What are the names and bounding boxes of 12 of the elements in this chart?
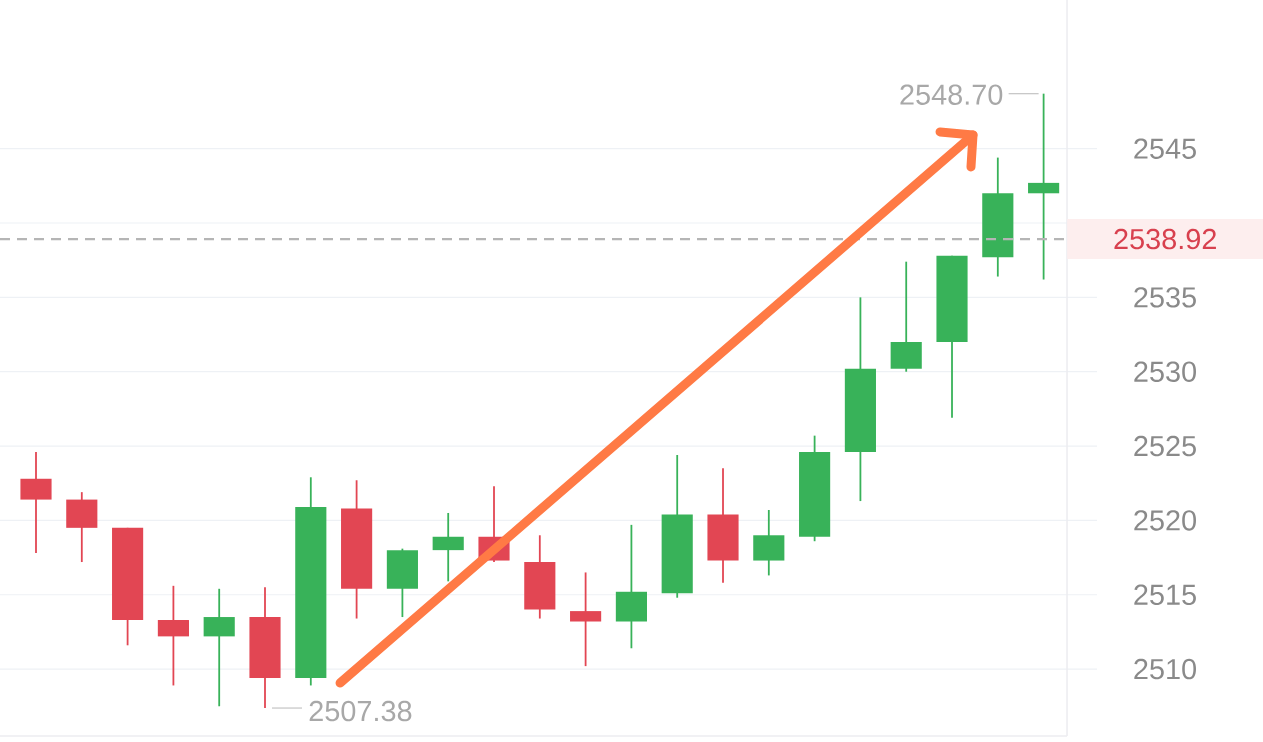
y-tick-label: 2525 xyxy=(1134,435,1196,457)
y-tick-label: 2530 xyxy=(1134,361,1196,382)
y-tick-label: 2520 xyxy=(1134,510,1196,531)
candlestick xyxy=(1028,92,1060,281)
y-tick-label: 2510 xyxy=(1134,658,1196,680)
y-tick-label: 2535 xyxy=(1134,287,1196,308)
ref-line-label: 2538.92 xyxy=(1114,228,1216,250)
annotation: 2507.38 xyxy=(309,700,412,722)
y-tick-label: 2545 xyxy=(1134,138,1196,159)
candlestick xyxy=(570,571,602,668)
y-tick-label: 2515 xyxy=(1134,584,1196,605)
annotation: 2548.70 xyxy=(900,84,1003,105)
